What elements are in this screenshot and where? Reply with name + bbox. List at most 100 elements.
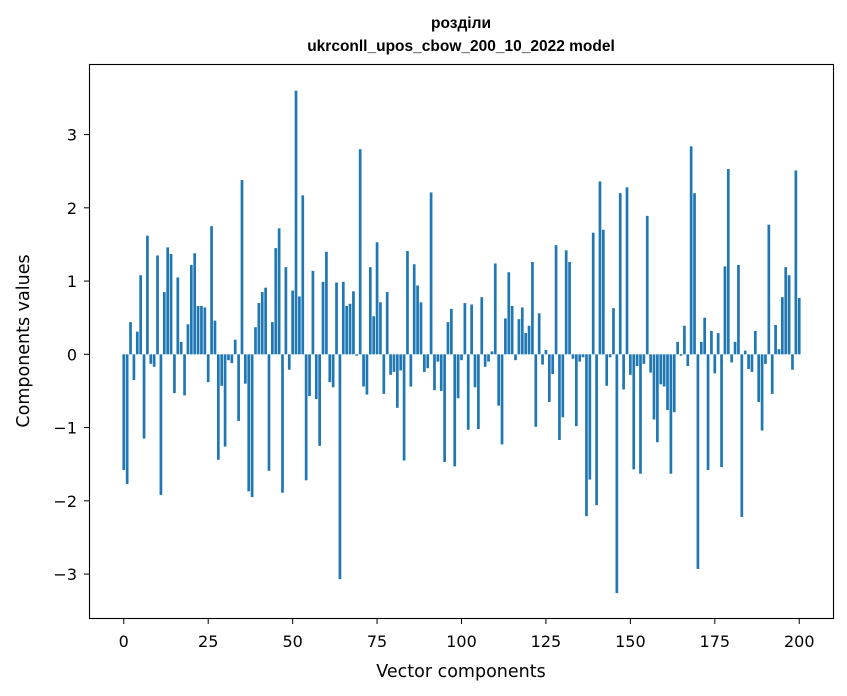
bar bbox=[659, 354, 663, 385]
bar bbox=[740, 354, 744, 517]
bar bbox=[477, 354, 480, 430]
bar bbox=[166, 247, 170, 355]
bar bbox=[169, 253, 173, 355]
bar bbox=[787, 275, 791, 355]
x-tick-label: 200 bbox=[784, 632, 815, 651]
bar bbox=[564, 250, 568, 355]
bar bbox=[696, 354, 700, 569]
bar bbox=[581, 354, 585, 358]
bar bbox=[649, 354, 652, 373]
bar bbox=[345, 305, 349, 355]
bar bbox=[517, 319, 521, 355]
bar bbox=[156, 255, 159, 355]
y-tick-label: 3 bbox=[67, 126, 77, 145]
bar bbox=[730, 354, 734, 363]
bar bbox=[321, 281, 325, 355]
y-tick-label: −2 bbox=[53, 492, 77, 511]
bar bbox=[652, 354, 656, 420]
bar bbox=[223, 354, 227, 447]
bar bbox=[287, 354, 291, 370]
bar bbox=[271, 322, 274, 355]
bar bbox=[426, 354, 430, 369]
bar bbox=[656, 354, 659, 443]
bar bbox=[284, 267, 288, 355]
bar bbox=[412, 264, 416, 355]
bar bbox=[328, 354, 332, 383]
x-axis-ticks: 0 25 50 75 100 125 150 175 200 bbox=[119, 618, 815, 651]
bar bbox=[669, 354, 673, 474]
bar bbox=[605, 354, 609, 386]
y-tick-label: 2 bbox=[67, 199, 77, 218]
bar bbox=[737, 264, 740, 355]
x-tick-label: 75 bbox=[367, 632, 387, 651]
bar bbox=[618, 193, 622, 355]
bar bbox=[750, 354, 754, 372]
bar bbox=[122, 354, 126, 471]
bar bbox=[433, 354, 436, 391]
bar bbox=[247, 354, 251, 492]
bar bbox=[612, 308, 615, 355]
bar bbox=[757, 354, 761, 402]
bar bbox=[257, 303, 261, 355]
bar bbox=[402, 354, 406, 461]
bar bbox=[260, 292, 264, 355]
bar bbox=[338, 354, 342, 580]
bar bbox=[537, 313, 541, 355]
bar bbox=[173, 354, 176, 394]
bar bbox=[551, 354, 555, 375]
y-tick-label: −1 bbox=[53, 419, 77, 438]
bar bbox=[571, 354, 575, 359]
bar bbox=[392, 354, 396, 372]
bar bbox=[132, 354, 136, 380]
chart-title-line2: ukrconll_upos_cbow_200_10_2022 model bbox=[307, 38, 615, 55]
bar bbox=[760, 354, 764, 431]
bar bbox=[314, 354, 318, 399]
bar bbox=[662, 354, 666, 387]
bar bbox=[767, 224, 771, 355]
bar bbox=[406, 251, 409, 355]
bar bbox=[683, 325, 686, 355]
bar bbox=[389, 354, 392, 375]
bar bbox=[622, 354, 625, 390]
bar bbox=[446, 322, 450, 355]
bar bbox=[625, 187, 629, 355]
bar bbox=[487, 354, 490, 362]
plot-frame bbox=[88, 63, 835, 620]
bar bbox=[514, 354, 517, 361]
bar bbox=[639, 354, 642, 474]
y-tick-label: 1 bbox=[67, 272, 77, 291]
bar bbox=[348, 303, 352, 355]
bar bbox=[264, 287, 267, 355]
bar bbox=[500, 354, 504, 445]
bar bbox=[308, 354, 311, 397]
bar bbox=[419, 302, 423, 355]
bar bbox=[473, 354, 477, 388]
y-tick-label: −3 bbox=[53, 565, 77, 584]
bar bbox=[645, 215, 649, 355]
bar bbox=[733, 341, 737, 355]
bar bbox=[341, 281, 345, 355]
bar bbox=[578, 354, 582, 362]
bar bbox=[375, 242, 379, 355]
bar bbox=[301, 195, 305, 355]
bar bbox=[385, 292, 389, 355]
bar bbox=[497, 354, 500, 406]
bar bbox=[179, 341, 183, 355]
bar bbox=[210, 226, 213, 355]
bar bbox=[416, 285, 419, 355]
bar bbox=[598, 181, 602, 355]
bar bbox=[250, 354, 254, 498]
bar bbox=[716, 333, 720, 355]
bar bbox=[480, 297, 484, 355]
bar bbox=[686, 354, 690, 367]
bar bbox=[355, 354, 359, 356]
bar bbox=[463, 303, 467, 355]
bar bbox=[713, 354, 717, 374]
bar bbox=[318, 354, 321, 446]
bar bbox=[281, 354, 284, 493]
bar bbox=[470, 304, 473, 355]
bar bbox=[764, 354, 767, 364]
bar bbox=[544, 349, 548, 355]
bar bbox=[325, 251, 328, 355]
